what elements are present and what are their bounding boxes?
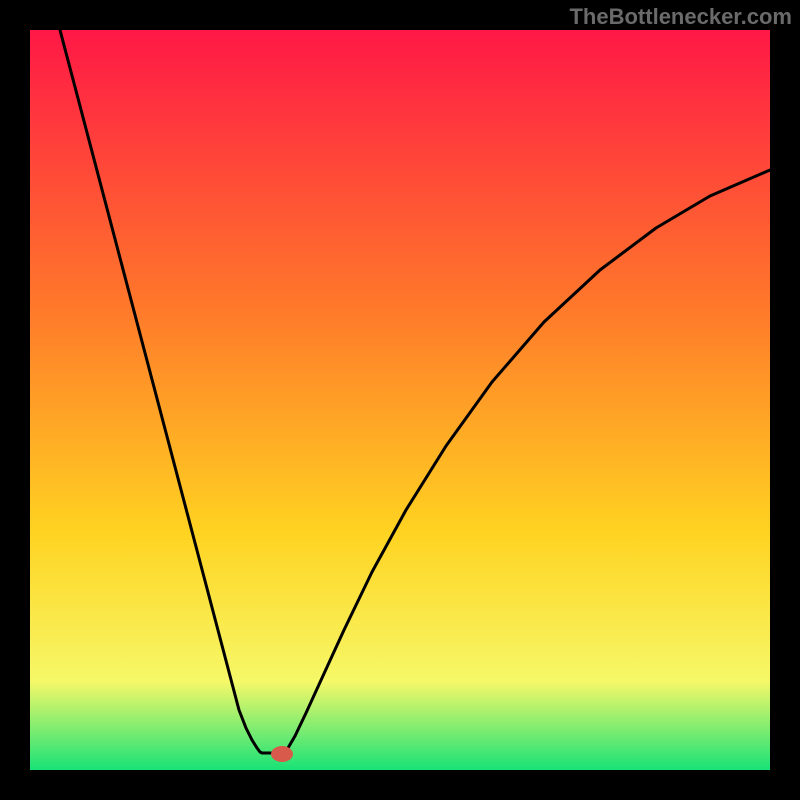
bottleneck-curve <box>30 30 770 770</box>
curve-path <box>60 30 770 753</box>
optimal-point-marker <box>271 746 293 762</box>
chart-container: TheBottlenecker.com <box>0 0 800 800</box>
plot-area <box>30 30 770 770</box>
watermark-text: TheBottlenecker.com <box>569 4 792 30</box>
